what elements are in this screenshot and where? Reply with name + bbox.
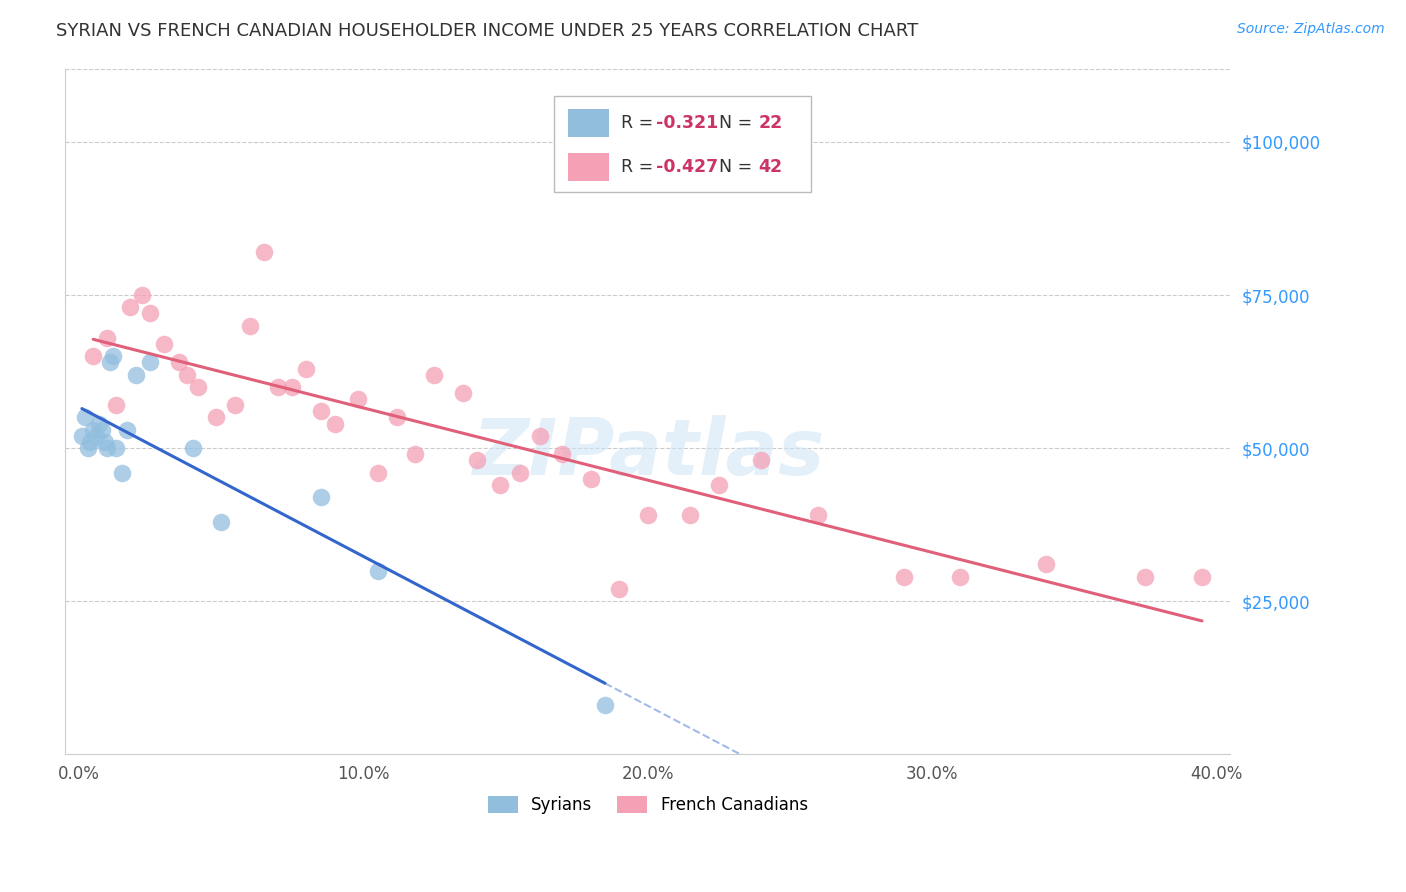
Point	[1191, 569, 1213, 583]
Point	[367, 564, 389, 578]
Point	[125, 368, 148, 382]
Point	[70, 429, 93, 443]
Point	[204, 410, 226, 425]
Point	[111, 466, 134, 480]
Point	[82, 349, 104, 363]
Point	[679, 508, 702, 523]
Point	[131, 288, 153, 302]
Point	[76, 441, 98, 455]
Text: N =: N =	[709, 114, 758, 132]
Point	[423, 368, 446, 382]
Point	[82, 423, 104, 437]
Legend: Syrians, French Canadians: Syrians, French Canadians	[488, 797, 807, 814]
Point	[807, 508, 830, 523]
Point	[224, 398, 246, 412]
Point	[176, 368, 198, 382]
Point	[387, 410, 409, 425]
Point	[949, 569, 972, 583]
Point	[309, 490, 332, 504]
Point	[120, 300, 142, 314]
Point	[101, 349, 124, 363]
Point	[346, 392, 368, 406]
Point	[167, 355, 190, 369]
Point	[607, 582, 630, 596]
Point	[509, 466, 531, 480]
Point	[117, 423, 139, 437]
Point	[153, 337, 176, 351]
Point	[593, 698, 616, 713]
Point	[209, 515, 232, 529]
Point	[239, 318, 262, 333]
Point	[579, 472, 602, 486]
Text: 42: 42	[758, 158, 783, 176]
Point	[465, 453, 488, 467]
Point	[451, 386, 474, 401]
Point	[87, 417, 110, 431]
Point	[309, 404, 332, 418]
Point	[637, 508, 659, 523]
FancyBboxPatch shape	[568, 109, 609, 136]
Point	[79, 434, 101, 449]
Point	[187, 380, 209, 394]
Point	[1133, 569, 1156, 583]
Point	[323, 417, 346, 431]
Point	[367, 466, 389, 480]
Point	[281, 380, 304, 394]
Point	[707, 478, 730, 492]
FancyBboxPatch shape	[554, 96, 811, 192]
Point	[90, 423, 112, 437]
Point	[73, 410, 96, 425]
Text: R =: R =	[621, 158, 658, 176]
Point	[253, 245, 276, 260]
Text: -0.427: -0.427	[655, 158, 718, 176]
Text: Source: ZipAtlas.com: Source: ZipAtlas.com	[1237, 22, 1385, 37]
Text: 22: 22	[758, 114, 783, 132]
FancyBboxPatch shape	[568, 153, 609, 181]
Point	[893, 569, 915, 583]
Point	[105, 398, 128, 412]
Point	[84, 429, 107, 443]
Text: R =: R =	[621, 114, 658, 132]
Text: -0.321: -0.321	[655, 114, 718, 132]
Point	[1035, 558, 1057, 572]
Text: ZIPatlas: ZIPatlas	[471, 415, 824, 491]
Text: SYRIAN VS FRENCH CANADIAN HOUSEHOLDER INCOME UNDER 25 YEARS CORRELATION CHART: SYRIAN VS FRENCH CANADIAN HOUSEHOLDER IN…	[56, 22, 918, 40]
Point	[139, 355, 162, 369]
Point	[98, 355, 121, 369]
Point	[105, 441, 128, 455]
Point	[93, 434, 115, 449]
Point	[267, 380, 290, 394]
Point	[488, 478, 510, 492]
Point	[295, 361, 318, 376]
Point	[139, 306, 162, 320]
Point	[751, 453, 773, 467]
Point	[551, 447, 574, 461]
Point	[181, 441, 204, 455]
Point	[404, 447, 426, 461]
Point	[529, 429, 551, 443]
Point	[96, 441, 118, 455]
Text: N =: N =	[709, 158, 758, 176]
Point	[96, 331, 118, 345]
